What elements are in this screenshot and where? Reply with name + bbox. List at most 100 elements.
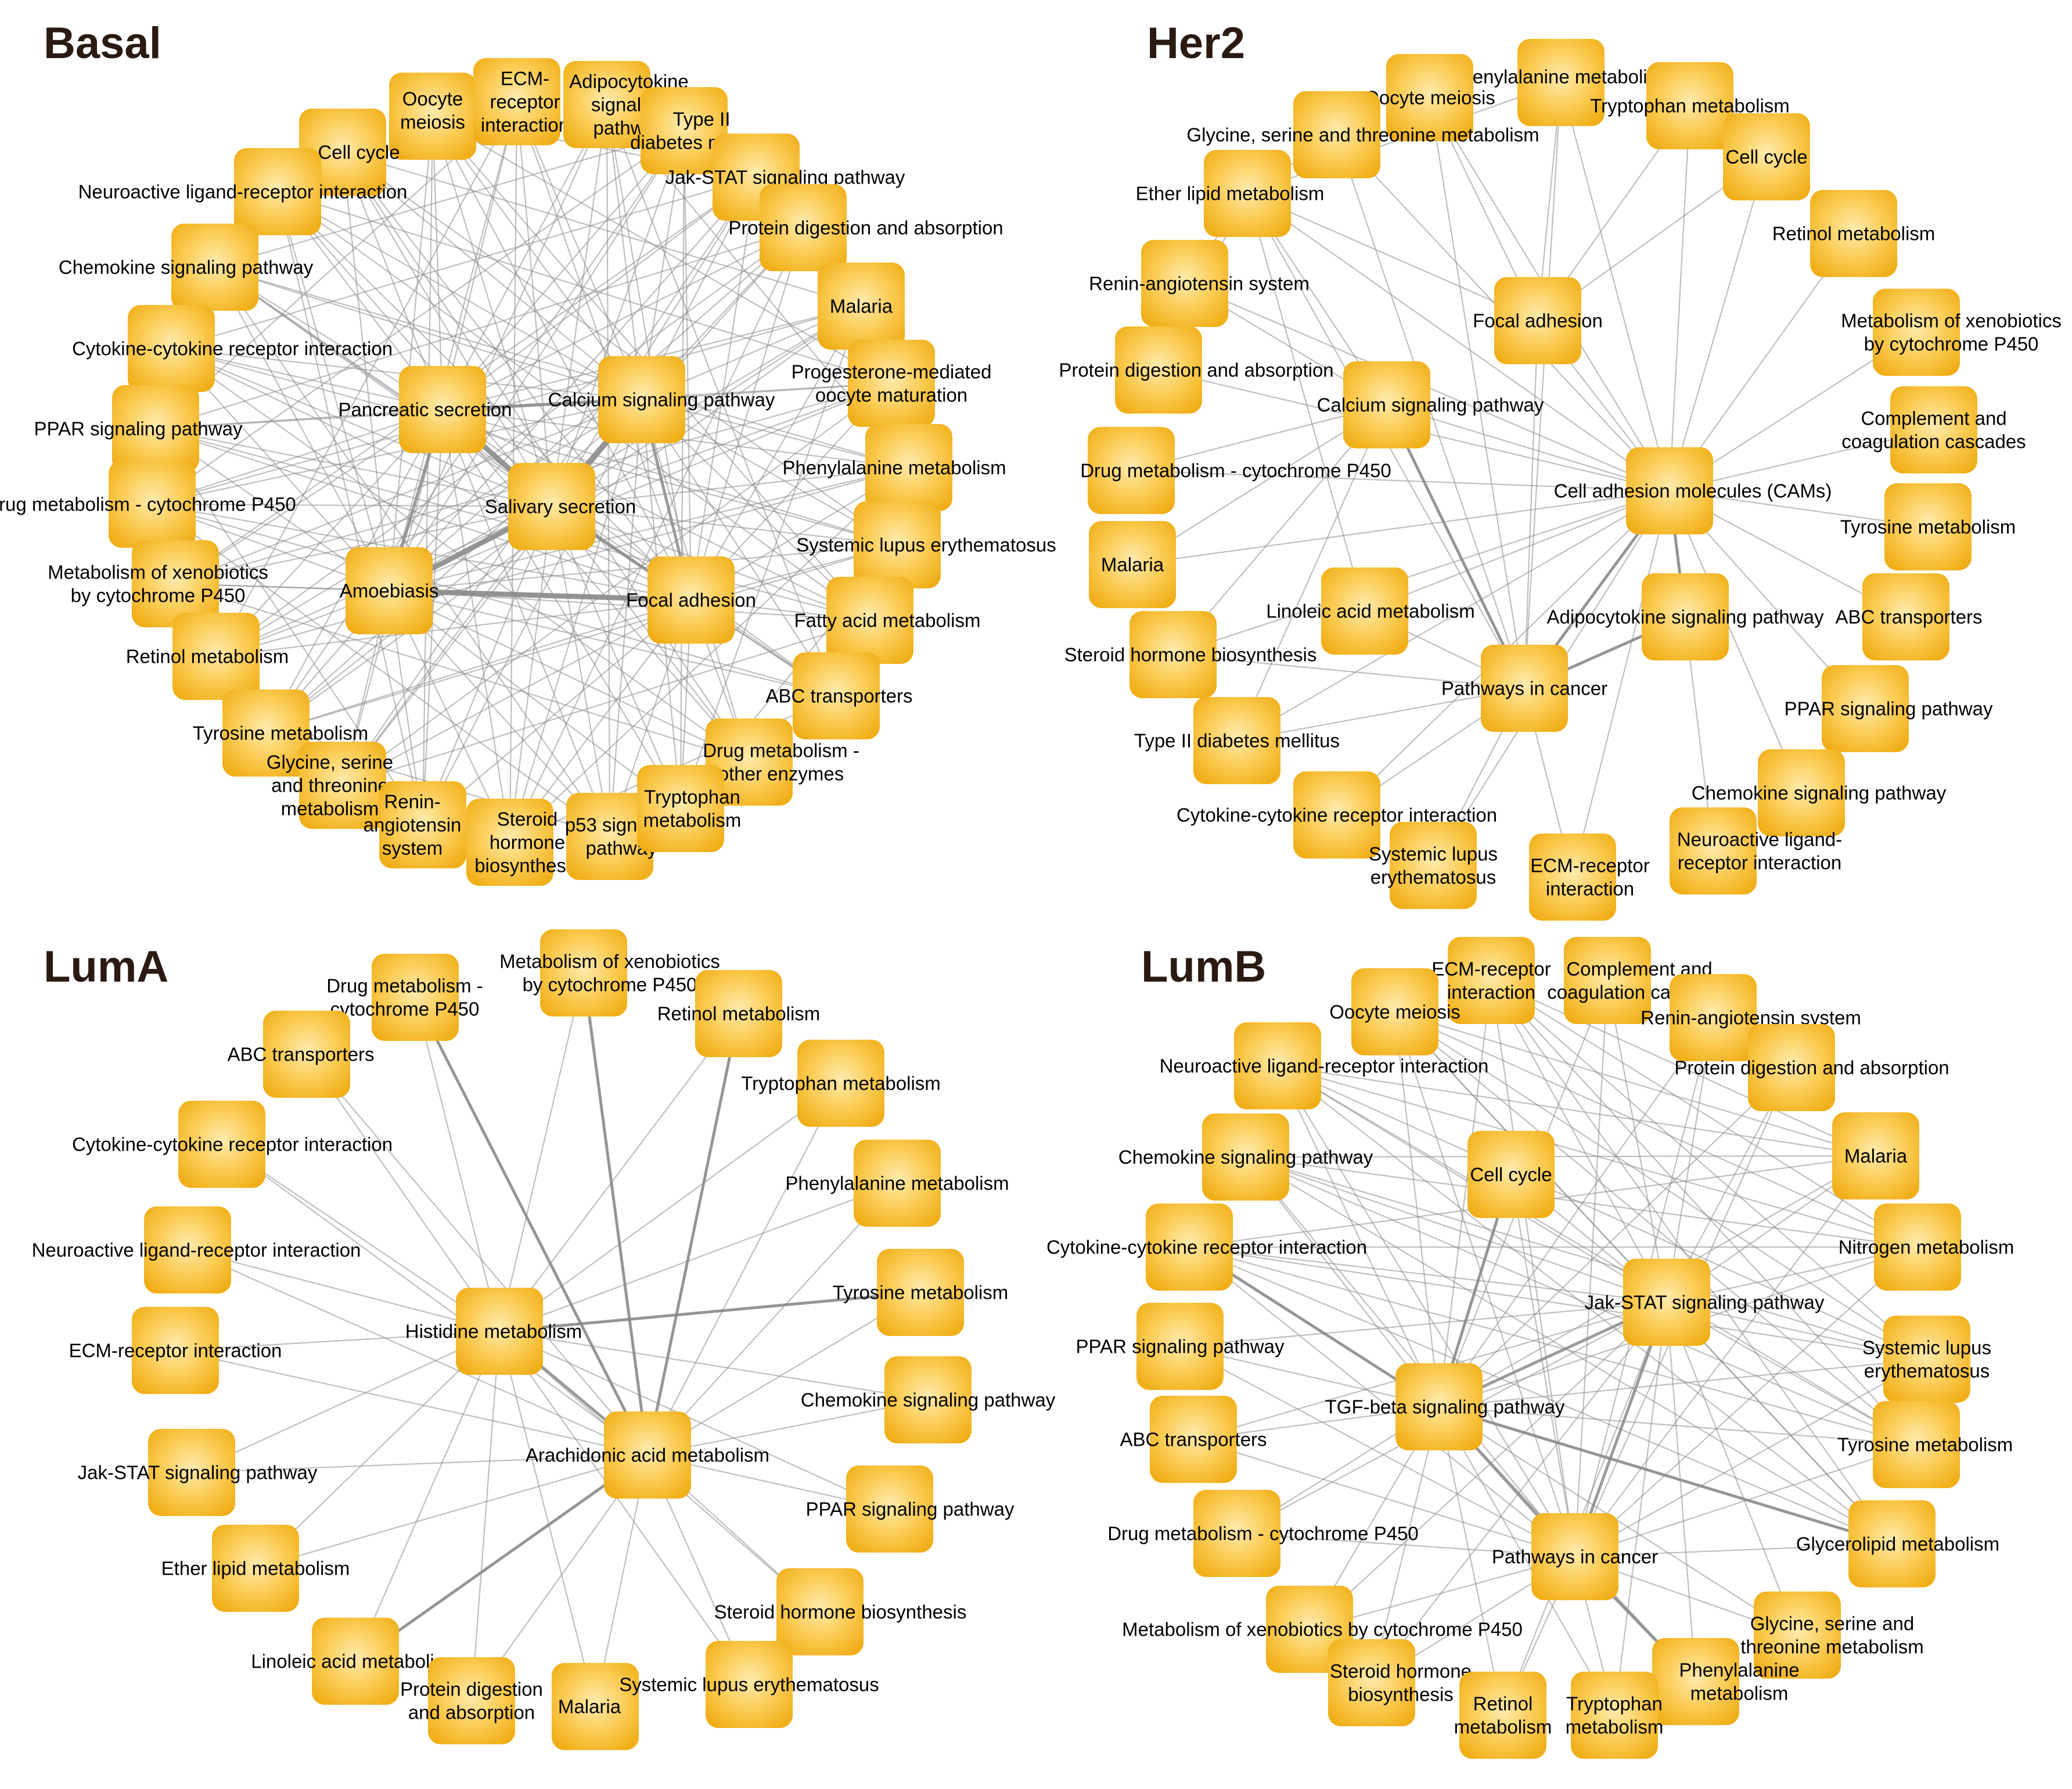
lumb-edge-l_jak-l_retinol bbox=[1502, 1302, 1668, 1716]
node-box bbox=[1459, 1672, 1546, 1759]
luma-edge-a_arachidonic-a_xeno bbox=[582, 972, 649, 1456]
basal-node-b_drugother: Drug metabolism -other enzymes bbox=[703, 719, 859, 806]
basal-node-b_cytokine: Cytokine-cytokine receptor interaction bbox=[72, 305, 393, 392]
luma-edge-a_arachidonic-a_ecm bbox=[175, 1349, 648, 1456]
node-label: Tryptophan metabolism bbox=[1566, 1693, 1664, 1738]
node-box bbox=[1642, 573, 1729, 660]
node-label: Histidine metabolism bbox=[405, 1321, 582, 1342]
node-label: Oocyte meiosis bbox=[400, 88, 465, 133]
basal-node-b_renin: Renin-angiotensin system bbox=[364, 781, 466, 868]
basal-edge-b_calcium-b_renin bbox=[422, 399, 642, 825]
node-box bbox=[1571, 1672, 1658, 1759]
her2-edge-h_cancer-h_glycine bbox=[1336, 134, 1526, 689]
basal-edge-b_amoeb-b_trypto bbox=[388, 590, 681, 809]
lumb-node-l_glycerolipid: Glycerolipid metabolism bbox=[1796, 1500, 1999, 1587]
node-label: Steroid hormone biosynthesis bbox=[1064, 644, 1317, 666]
lumb-edge-l_cancer-l_ecm bbox=[1490, 980, 1576, 1557]
lumb-edge-l_tgf-l_oocyte bbox=[1394, 1011, 1440, 1407]
basal-edge-b_pancreatic-b_trypto bbox=[442, 409, 681, 809]
node-label: Protein digestion and absorption bbox=[1674, 1057, 1949, 1079]
node-box bbox=[776, 1568, 864, 1655]
node-label: Glycerolipid metabolism bbox=[1796, 1533, 1999, 1555]
basal-node-b_retinol: Retinol metabolism bbox=[126, 613, 289, 700]
basal-edge-b_t2d-b_chemokine bbox=[214, 130, 685, 268]
lumb-node-l_neuro: Neuroactive ligand-receptor interaction bbox=[1160, 1022, 1488, 1109]
node-box bbox=[1494, 277, 1581, 364]
node-label: Cytokine-cytokine receptor interaction bbox=[1046, 1237, 1367, 1258]
lumb-edge-l_jak-l_xeno bbox=[1309, 1302, 1667, 1630]
node-label: Oocyte meiosis bbox=[1364, 87, 1495, 109]
node-box bbox=[212, 1525, 299, 1612]
luma-edge-a_arachidonic-a_chemokine bbox=[647, 1399, 929, 1456]
node-label: Glycine, serine and threonine metabolism bbox=[1186, 124, 1539, 146]
basal-edge-b_focal-b_glycine bbox=[342, 599, 692, 786]
node-box bbox=[132, 1307, 219, 1394]
luma-edge-a_histidine-a_jak bbox=[191, 1331, 500, 1473]
node-box bbox=[112, 385, 199, 472]
panel-title-her2: Her2 bbox=[1147, 19, 1245, 68]
her2-node-h_sle: Systemic lupus erythematosus bbox=[1369, 822, 1498, 909]
lumb-edge-l_ecm-l_tyrosine bbox=[1491, 980, 1917, 1445]
luma-edge-a_histidine-a_neuro bbox=[187, 1249, 500, 1332]
node-box bbox=[1652, 1638, 1739, 1725]
node-box bbox=[1623, 1259, 1710, 1346]
basal-node-b_pancreatic: Pancreatic secretion bbox=[339, 366, 512, 453]
lumb-edge-l_oocyte-l_sle bbox=[1394, 1011, 1927, 1360]
basal-edge-b_calcium-b_neuro bbox=[277, 191, 642, 400]
her2-edge-h_cancer-h_phenyl bbox=[1523, 82, 1562, 689]
panel-title-luma: LumA bbox=[44, 942, 168, 992]
basal-edge-b_amoeb-b_jak bbox=[388, 177, 757, 591]
node-label: Pathways in cancer bbox=[1441, 678, 1607, 699]
node-label: Metabolism of xenobiotics by cytochrome P… bbox=[1841, 310, 2062, 355]
node-label: ECM-receptor interaction bbox=[1530, 855, 1649, 900]
her2-edge-h_ether-h_linoleic bbox=[1246, 193, 1366, 612]
her2-node-h_drugp450: Drug metabolism - cytochrome P450 bbox=[1080, 427, 1391, 514]
node-box bbox=[1136, 1303, 1224, 1390]
basal-edge-b_amoeb-b_protein bbox=[388, 227, 804, 591]
node-label: Tryptophan metabolism bbox=[1590, 95, 1790, 117]
lumb-node-l_retinol: Retinol metabolism bbox=[1454, 1672, 1552, 1759]
lumb-edge-l_jak-l_phenyl bbox=[1665, 1302, 1697, 1682]
node-label: Neuroactive ligand-receptor interaction bbox=[32, 1240, 361, 1261]
basal-node-b_progest: Progesterone-mediated oocyte maturation bbox=[792, 340, 991, 427]
luma-node-a_retinol: Retinol metabolism bbox=[657, 970, 820, 1057]
node-box bbox=[428, 1657, 515, 1744]
luma-edge-a_arachidonic-a_drugp450 bbox=[413, 996, 649, 1456]
node-box bbox=[1146, 1204, 1233, 1291]
node-box bbox=[1351, 968, 1438, 1055]
node-label: TGF-beta signaling pathway bbox=[1325, 1396, 1565, 1418]
her2-edge-h_calcium-h_t2d bbox=[1236, 404, 1388, 741]
luma-node-a_sle: Systemic lupus erythematosus bbox=[619, 1641, 879, 1728]
basal-node-b_ecm: ECM-receptor interaction bbox=[473, 58, 569, 145]
lumb-edge-l_neuro-l_malaria bbox=[1277, 1065, 1876, 1157]
lumb-edge-l_tgf-l_renin bbox=[1438, 1017, 1714, 1407]
luma-node-a_abc: ABC transporters bbox=[227, 1011, 375, 1098]
luma-edge-a_arachidonic-a_trypto bbox=[647, 1083, 841, 1456]
node-label: Protein digestion and absorption bbox=[728, 217, 1003, 239]
node-label: Phenylalanine metabolism bbox=[782, 457, 1006, 479]
luma-edge-a_histidine-a_cytokine bbox=[221, 1144, 500, 1332]
basal-node-b_xeno: Metabolism of xenobiotics by cytochrome P… bbox=[48, 540, 268, 627]
lumb-node-l_glycine: Glycine, serine and threonine metabolism bbox=[1740, 1592, 1924, 1679]
basal-edge-b_neuro-b_fatty bbox=[277, 191, 870, 621]
node-box bbox=[854, 501, 941, 588]
node-box bbox=[1293, 91, 1380, 178]
her2-edge-h_cams-h_drugp450 bbox=[1131, 469, 1670, 492]
her2-edge-h_ether-h_focal bbox=[1247, 192, 1538, 322]
node-label: Tyrosine metabolism bbox=[833, 1282, 1009, 1303]
her2-edge-h_cams-h_malaria bbox=[1132, 490, 1670, 566]
luma-edge-a_histidine-a_phenyl bbox=[499, 1182, 898, 1332]
lumb-edge-l_cytokine-l_glycerolipid bbox=[1189, 1246, 1893, 1545]
node-label: Systemic lupus erythematosus bbox=[1862, 1337, 1991, 1382]
basal-node-b_malaria: Malaria bbox=[818, 263, 905, 350]
lumb-edge-l_cancer-l_malaria bbox=[1574, 1155, 1876, 1557]
node-box bbox=[222, 689, 310, 777]
node-label: Drug metabolism -other enzymes bbox=[703, 740, 859, 785]
her2-edge-h_calcium-h_cancer bbox=[1385, 404, 1526, 689]
basal-edge-b_phenyl-b_retinol bbox=[215, 466, 909, 658]
her2-edge-h_cams-h_complement bbox=[1669, 429, 1934, 492]
lumb-edge-l_oocyte-l_malaria bbox=[1394, 1011, 1876, 1157]
basal-edge-b_calcium-b_oocyte bbox=[432, 116, 642, 400]
node-box bbox=[1395, 1363, 1483, 1450]
